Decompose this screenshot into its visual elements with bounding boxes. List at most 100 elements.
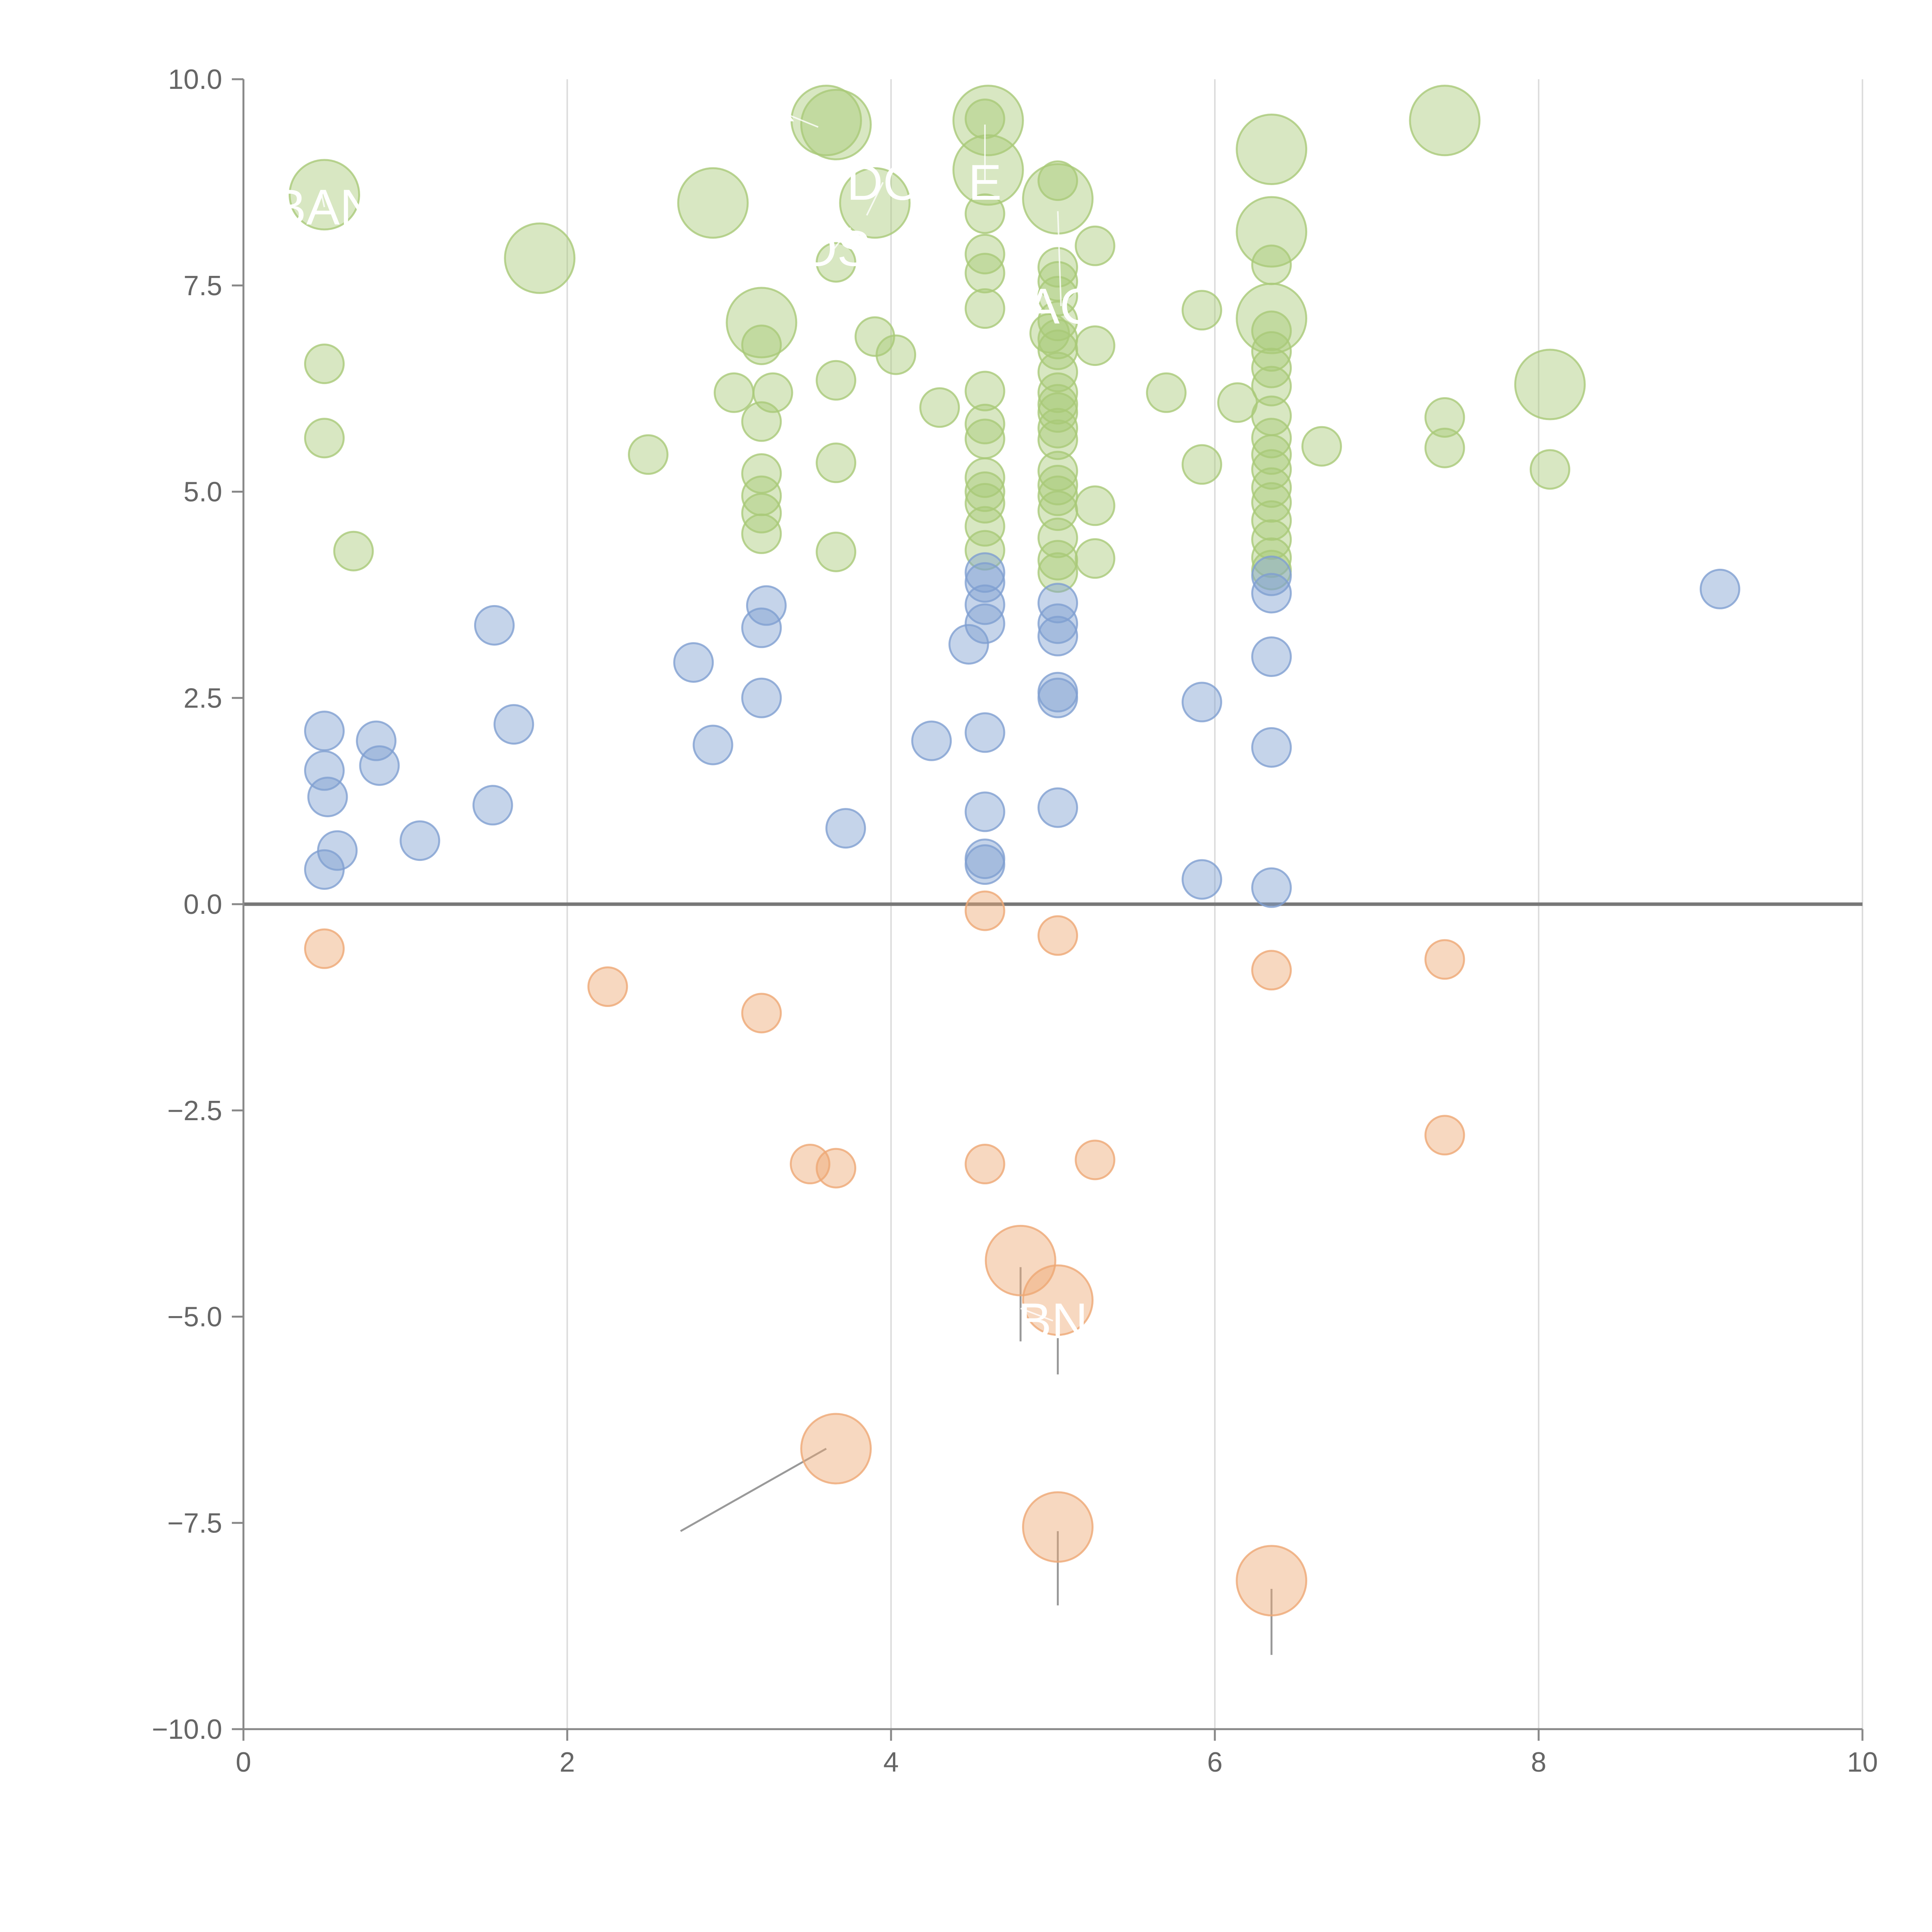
point-mid-2 (307, 776, 348, 817)
point-mid-11 (673, 642, 714, 683)
point-high-78 (1251, 331, 1292, 372)
point-high-19 (714, 372, 755, 413)
point-mid-37 (1251, 636, 1292, 677)
point-high-8 (952, 134, 1024, 206)
point-high-83 (1251, 434, 1292, 475)
leader-lines (680, 1267, 1273, 1655)
y-tick-label-5: −2.5 (167, 1095, 222, 1126)
point-high-31 (854, 316, 895, 357)
x-tick-label-3: 6 (1207, 1747, 1223, 1778)
point-high-40 (964, 403, 1005, 444)
point-high-10 (1236, 113, 1308, 185)
y-tick-label-0: 10.0 (168, 64, 222, 95)
point-high-2 (677, 167, 749, 239)
point-high-59 (1037, 419, 1078, 460)
point-mid-14 (746, 585, 787, 626)
y-tick-label-8: −10.0 (152, 1714, 222, 1745)
point-high-47 (1037, 160, 1078, 201)
point-high-14 (1514, 349, 1586, 420)
point-high-32 (876, 334, 917, 375)
point-high-85 (1251, 467, 1292, 508)
point-mid-27 (1037, 583, 1078, 624)
point-labels: BAN AX DC E OS AC BN (273, 76, 1096, 1349)
point-mid-38 (1251, 727, 1292, 768)
point-high-17 (333, 531, 374, 571)
point-low-10 (1424, 939, 1465, 980)
point-high-46 (964, 530, 1005, 571)
point-high-58 (1037, 408, 1078, 449)
point-high-76 (1251, 244, 1292, 285)
point-mid-26 (964, 844, 1005, 885)
point-high-33 (919, 387, 960, 428)
point-mid-7 (400, 820, 440, 861)
annotation-leader-2 (866, 182, 884, 216)
point-high-91 (1301, 426, 1342, 467)
point-mid-35 (1251, 555, 1292, 596)
point-high-66 (1037, 552, 1078, 593)
point-high-82 (1251, 418, 1292, 459)
point-mid-24 (964, 791, 1005, 832)
point-low-8 (1075, 1139, 1116, 1180)
point-high-86 (1251, 482, 1292, 523)
point-low-14 (1022, 1264, 1094, 1336)
point-high-67 (1029, 313, 1070, 354)
point-high-1 (504, 222, 576, 294)
point-low-15 (1022, 1491, 1094, 1563)
point-mid-32 (1037, 787, 1078, 828)
point-high-80 (1251, 366, 1292, 406)
y-tick-label-3: 2.5 (184, 683, 222, 714)
point-low-5 (964, 890, 1005, 931)
point-mid-29 (1037, 616, 1078, 656)
leader-line-0 (680, 1447, 827, 1532)
point-mid-22 (964, 603, 1005, 644)
axes: 0 2 4 6 8 10 10.0 7.5 5.0 2.5 0.0 −2.5 −5.0 −7.5 −10.0 (152, 64, 1878, 1778)
x-tick-label-4: 8 (1531, 1747, 1546, 1778)
point-high-65 (1037, 540, 1078, 581)
point-high-20 (741, 324, 782, 365)
point-low-2 (741, 993, 782, 1034)
y-tick-label-1: 7.5 (184, 270, 222, 301)
point-high-13 (1409, 85, 1481, 156)
point-mid-33 (1181, 682, 1222, 723)
point-low-3 (790, 1144, 830, 1185)
point-high-54 (1037, 352, 1078, 393)
point-low-11 (1424, 1115, 1465, 1156)
annotation-label-3: E (968, 154, 1002, 211)
point-low-12 (800, 1413, 872, 1485)
point-mid-6 (359, 745, 400, 786)
point-high-0 (289, 159, 360, 231)
point-high-72 (1146, 372, 1187, 413)
point-high-18 (628, 434, 668, 475)
point-high-38 (964, 288, 1005, 329)
point-mid-0 (304, 711, 345, 752)
point-mid-39 (1251, 867, 1292, 908)
annotation-label-6: BN (1018, 1293, 1088, 1349)
point-high-39 (964, 371, 1005, 412)
y-tick-label-7: −7.5 (167, 1508, 222, 1539)
point-high-73 (1181, 290, 1222, 331)
annotation-label-2: DC (847, 154, 919, 211)
y-tick-label-6: −5.0 (167, 1302, 222, 1333)
point-mid-23 (964, 712, 1005, 753)
point-mid-28 (1037, 603, 1078, 644)
point-high-48 (1037, 247, 1078, 288)
point-high-28 (816, 360, 857, 401)
annotation-label-0: BAN (273, 179, 376, 235)
point-high-44 (964, 483, 1005, 524)
point-low-9 (1251, 950, 1292, 991)
point-high-70 (1075, 485, 1116, 526)
point-high-29 (816, 442, 857, 483)
x-tick-label-1: 2 (560, 1747, 575, 1778)
point-mid-15 (741, 677, 782, 718)
point-high-43 (964, 471, 1005, 512)
point-low-4 (816, 1148, 857, 1189)
point-mid-8 (472, 785, 513, 826)
point-high-68 (1075, 225, 1116, 266)
point-mid-17 (911, 720, 952, 761)
point-high-27 (816, 242, 857, 283)
point-mid-34 (1181, 859, 1222, 900)
point-mid-12 (692, 724, 733, 765)
point-high-15 (304, 344, 345, 384)
